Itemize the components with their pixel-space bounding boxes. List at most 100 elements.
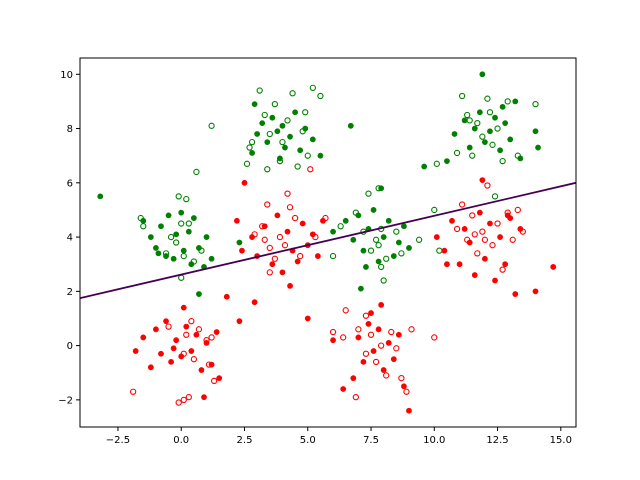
filled-red-point [299,220,306,227]
x-tick-label: 15.0 [550,435,572,446]
y-tick-label: 4 [67,233,73,244]
hollow-green-point [246,144,253,151]
y-tick-label: 2 [67,287,73,298]
decision-boundary-line [80,181,576,299]
filled-green-point [479,71,486,78]
filled-green-point [269,114,276,121]
hollow-green-point [383,255,390,262]
filled-green-point [170,255,177,262]
filled-red-point [168,358,174,365]
y-tick-label: 8 [67,124,73,135]
hollow-green-point [398,250,405,257]
hollow-red-point [471,231,478,238]
hollow-red-point [499,266,506,273]
hollow-green-point [256,87,263,94]
hollow-green-point [453,149,461,157]
hollow-red-point [129,388,137,395]
filled-red-point [355,334,362,341]
y-tick-label: 0 [67,341,73,352]
hollow-red-point [188,318,195,325]
hollow-green-point [198,247,205,254]
filled-green-point [185,228,192,235]
hollow-green-point [466,117,473,124]
hollow-red-point [259,223,266,230]
filled-red-point [375,326,382,333]
hollow-red-point [342,307,349,314]
hollow-red-point [210,377,218,385]
filled-red-point [198,367,205,373]
filled-green-point [481,139,488,146]
hollow-red-point [474,250,481,257]
hollow-green-point [183,195,190,203]
hollow-green-point [352,209,359,216]
hollow-red-point [431,334,438,341]
filled-green-point [251,101,258,108]
filled-green-point [297,147,304,154]
filled-green-point [97,193,104,200]
hollow-red-point [291,214,299,222]
hollow-red-point [205,361,213,368]
filled-green-point [492,114,498,121]
hollow-green-point [375,242,382,249]
filled-red-point [370,348,377,354]
filled-green-point [360,247,367,254]
hollow-green-point [489,141,496,148]
hollow-green-point [248,138,256,146]
filled-green-point [476,109,483,116]
x-tick-label: 7.5 [363,435,379,446]
filled-red-point [132,348,139,354]
hollow-red-point [284,190,291,197]
hollow-red-point [514,206,521,214]
hollow-red-point [329,328,337,336]
filled-red-point [340,386,347,392]
filled-green-point [249,150,255,156]
hollow-red-point [403,388,410,395]
filled-green-point [153,245,159,251]
y-axis: −2 0 2 4 6 8 10 [58,70,80,406]
hollow-green-point [329,252,337,260]
hollow-green-point [304,152,311,159]
filled-red-point [239,247,245,254]
hollow-red-point [355,326,362,333]
hollow-red-point [453,225,461,233]
filled-red-point [444,261,450,268]
hollow-red-point [464,236,471,243]
filled-red-point [512,291,519,297]
filled-red-point [216,375,223,382]
hollow-green-point [137,214,144,222]
x-tick-label: 5.0 [300,435,316,446]
hollow-green-point [433,160,440,167]
filled-green-point [444,158,450,164]
filled-red-point [180,304,187,311]
filled-green-point [282,144,288,151]
filled-red-point [140,334,147,341]
hollow-green-point [464,111,471,119]
hollow-green-point [185,220,192,227]
filled-green-point [254,131,261,137]
filled-red-point [279,269,286,276]
x-tick-label: 0.0 [173,435,189,446]
hollow-green-point [469,152,476,159]
x-axis: −2.5 0.0 2.5 5.0 7.5 10.0 12.5 15.0 [106,427,572,446]
filled-green-point [421,163,428,170]
hollow-green-point [504,98,511,105]
filled-green-point [502,120,509,127]
filled-red-point [406,407,412,414]
axes-frame [79,57,577,428]
hollow-red-point [165,323,172,330]
filled-green-point [236,239,243,246]
hollow-green-point [499,157,506,165]
hollow-red-point [484,182,491,189]
hollow-red-point [271,255,279,262]
hollow-green-point [243,160,251,167]
hollow-green-point [317,92,324,100]
filled-red-point [550,264,557,270]
filled-red-point [532,288,539,295]
hollow-green-point [415,236,423,243]
filled-green-point [208,255,215,262]
hollow-green-point [486,109,494,116]
plot-area [80,71,576,414]
filled-red-point [223,293,230,300]
filled-green-point [259,120,266,127]
